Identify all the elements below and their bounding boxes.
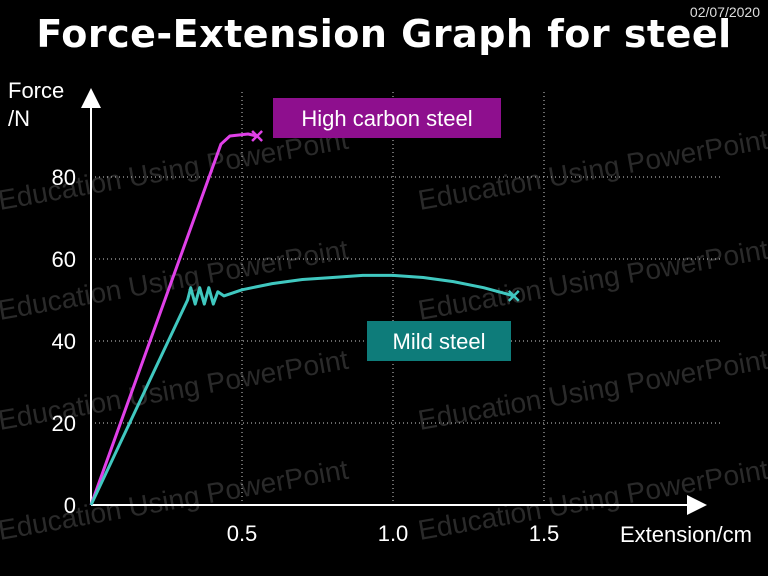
y-tick-label: 60	[52, 247, 76, 272]
y-axis-label: Force/N	[8, 78, 64, 131]
break-point-marker	[251, 130, 263, 142]
series-label-mild: Mild steel	[367, 321, 511, 361]
series-label-box	[273, 98, 501, 138]
watermark-text: Education Using PowerPoint	[416, 234, 768, 326]
series-line-mild	[89, 273, 515, 506]
x-axis-label: Extension/cm	[620, 522, 752, 547]
y-tick-label: 80	[52, 165, 76, 190]
y-tick-label: 0	[64, 493, 76, 518]
x-tick-label: 1.5	[529, 521, 560, 546]
series-label-text: High carbon steel	[301, 106, 472, 131]
series-line-high-carbon	[89, 132, 258, 506]
series-label-box	[367, 321, 511, 361]
series-label-high-carbon: High carbon steel	[273, 98, 501, 138]
x-tick-label: 0.5	[227, 521, 258, 546]
watermark-text: Education Using PowerPoint	[0, 454, 351, 546]
series-label-text: Mild steel	[393, 329, 486, 354]
break-point-marker	[507, 290, 520, 302]
y-tick-label: 40	[52, 329, 76, 354]
y-tick-label: 20	[52, 411, 76, 436]
slide-title: Force-Extension Graph for steel	[36, 12, 732, 56]
slide-date: 02/07/2020	[689, 4, 760, 20]
x-tick-label: 1.0	[378, 521, 409, 546]
